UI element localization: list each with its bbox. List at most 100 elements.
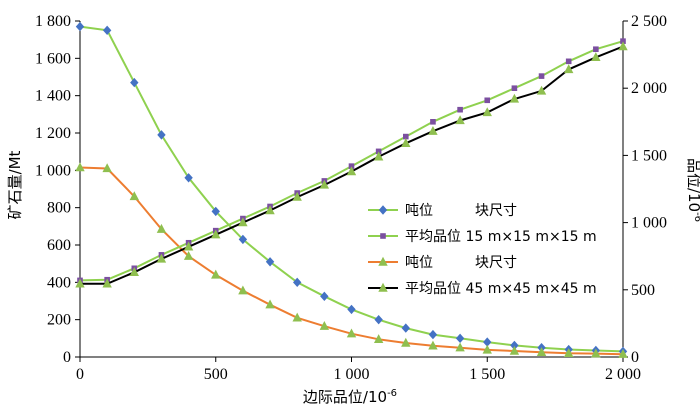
data-point <box>130 77 139 88</box>
series-layer <box>75 21 628 358</box>
legend-label: 吨位 块尺寸 <box>405 203 517 219</box>
right-y-tick-label: 2 500 <box>631 13 667 30</box>
data-point <box>374 314 383 325</box>
data-point <box>347 304 356 315</box>
right-y-tick-label: 0 <box>631 349 639 366</box>
legend-label: 吨位 块尺寸 <box>405 255 517 271</box>
data-point <box>293 277 302 288</box>
data-point <box>319 321 330 330</box>
data-point <box>565 58 572 65</box>
data-point <box>591 52 601 61</box>
data-point <box>265 299 275 309</box>
right-y-tick-label: 1 500 <box>631 147 667 164</box>
data-point <box>401 323 410 333</box>
x-tick-label: 1 000 <box>334 366 370 383</box>
right-y-tick-label: 500 <box>631 282 655 299</box>
left-y-tick-label: 0 <box>63 349 71 366</box>
legend-label: 平均品位 45 m×45 m×45 m <box>405 281 597 297</box>
data-point <box>211 206 220 217</box>
data-point <box>129 191 139 201</box>
data-point <box>428 329 438 340</box>
data-point <box>618 349 628 358</box>
left-y-axis-title: 矿石量/Mt <box>6 150 24 219</box>
legend-swatch-marker <box>378 282 388 292</box>
data-point <box>292 191 302 201</box>
data-point <box>536 85 547 95</box>
data-point <box>102 25 112 36</box>
data-point <box>183 241 194 251</box>
data-point <box>484 97 491 104</box>
data-point <box>373 151 384 161</box>
data-point <box>401 337 411 347</box>
right-y-tick-label: 1 000 <box>631 215 667 232</box>
data-point <box>348 163 355 169</box>
data-point <box>373 334 384 343</box>
data-point <box>375 148 382 155</box>
data-point <box>265 205 275 215</box>
data-point <box>102 163 112 173</box>
x-tick-label: 1 500 <box>469 366 505 383</box>
left-y-tick-label: 400 <box>47 274 71 291</box>
left-y-tick-label: 1 000 <box>35 162 71 179</box>
legend-item: 吨位 块尺寸 <box>368 255 517 271</box>
series-3 <box>75 162 628 358</box>
data-point <box>320 291 329 302</box>
data-point <box>156 253 167 263</box>
legend-item: 平均品位 15 m×15 m×15 m <box>368 229 597 245</box>
data-point <box>428 340 438 350</box>
data-point <box>346 166 357 176</box>
data-point <box>455 333 465 344</box>
data-point <box>455 342 465 352</box>
data-point <box>455 115 465 125</box>
legend-item: 平均品位 45 m×45 m×45 m <box>368 281 597 297</box>
data-point <box>403 133 409 140</box>
data-point <box>75 21 85 32</box>
data-point <box>428 126 438 135</box>
data-point <box>618 41 628 51</box>
data-point <box>346 328 357 338</box>
legend-item: 吨位 块尺寸 <box>368 203 517 219</box>
x-tick-label: 2 000 <box>605 366 641 383</box>
data-point <box>238 234 248 245</box>
data-point <box>238 285 248 295</box>
data-point <box>620 38 626 44</box>
data-point <box>538 73 545 79</box>
data-point <box>511 85 518 91</box>
data-point <box>482 107 492 117</box>
left-y-tick-label: 1 400 <box>35 88 71 105</box>
data-point <box>593 46 599 53</box>
left-y-tick-label: 600 <box>47 237 71 254</box>
data-point <box>401 138 411 148</box>
data-point <box>536 347 547 357</box>
data-point <box>265 257 275 267</box>
legend-label: 平均品位 15 m×15 m×15 m <box>405 229 597 245</box>
series-2 <box>77 38 626 284</box>
data-point <box>591 348 601 358</box>
legend-swatch-marker <box>378 205 388 215</box>
x-tick-label: 500 <box>204 366 228 383</box>
data-point <box>75 162 85 172</box>
data-point <box>483 337 492 347</box>
left-y-tick-label: 200 <box>47 312 71 329</box>
data-point <box>509 93 520 103</box>
data-point <box>564 64 574 74</box>
right-y-axis-title: 品位/10-6 <box>685 158 700 222</box>
data-point <box>183 251 194 260</box>
left-y-tick-label: 1 600 <box>35 50 71 67</box>
data-point <box>510 340 519 351</box>
data-point <box>509 345 520 355</box>
data-point <box>102 278 112 288</box>
data-point <box>75 278 85 288</box>
data-point <box>292 312 302 322</box>
legend-swatch-marker <box>378 256 388 266</box>
x-tick-label: 0 <box>76 366 84 383</box>
data-point <box>238 217 248 227</box>
data-point <box>211 229 221 239</box>
left-y-tick-label: 800 <box>47 200 71 217</box>
data-point <box>156 223 167 233</box>
axis-titles: 边际品位/10-6 矿石量/Mt 品位/10-6 <box>6 150 700 406</box>
right-y-tick-label: 2 000 <box>631 80 667 97</box>
series-1 <box>75 21 628 357</box>
